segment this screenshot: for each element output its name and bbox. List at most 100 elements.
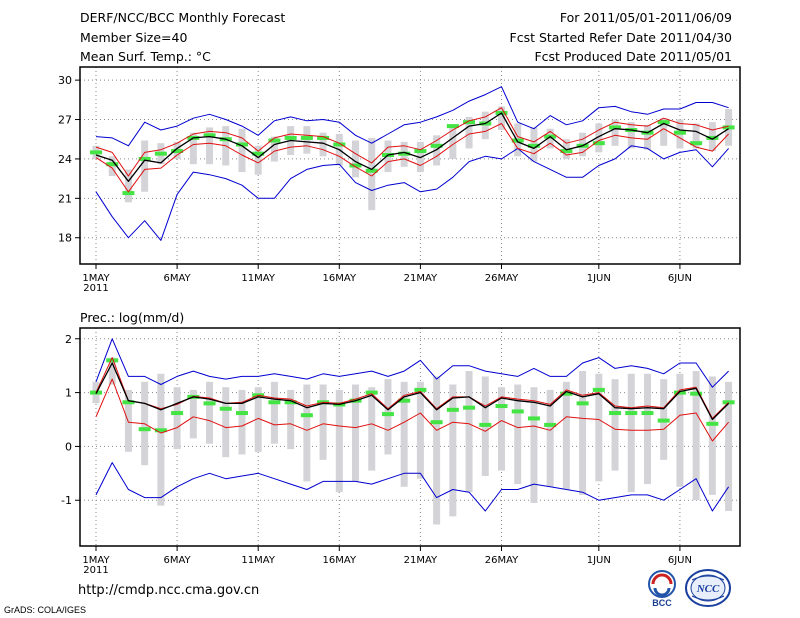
ensemble-box (725, 381, 733, 512)
spread-upper-line (95, 357, 729, 419)
median-marker (609, 125, 622, 130)
ensemble-box (157, 373, 165, 506)
ensemble-box (270, 381, 278, 444)
median-marker (138, 156, 151, 161)
variable-label: Mean Surf. Temp.: °C (80, 49, 211, 64)
x-tick-label: 6MAY (164, 273, 192, 284)
ensemble-box (400, 381, 408, 487)
ensemble-box (433, 376, 441, 525)
median-marker (268, 400, 281, 405)
y-tick-label: 0 (65, 440, 72, 453)
ensemble-box (595, 373, 603, 482)
median-marker (463, 405, 476, 410)
median-marker (592, 141, 605, 146)
x-tick-label: 1JUN (587, 273, 611, 284)
median-marker (333, 142, 346, 147)
x-tick-year-label: 2011 (83, 565, 108, 576)
median-marker (479, 422, 492, 427)
x-tick-label: 6JUN (668, 555, 692, 566)
median-marker (171, 149, 184, 154)
ensemble-box (189, 132, 197, 165)
median-marker (706, 135, 719, 140)
ensemble-mean-line (95, 112, 729, 182)
median-marker (544, 422, 557, 427)
ensemble-box (368, 387, 376, 471)
ensemble-box (498, 106, 505, 131)
ensemble-box (676, 373, 684, 487)
x-tick-label: 16MAY (323, 555, 357, 566)
ensemble-box (708, 376, 716, 495)
median-marker (203, 133, 216, 138)
ensemble-box (319, 132, 327, 157)
median-marker (154, 151, 167, 156)
x-tick-label: 1JUN (587, 555, 611, 566)
y-tick-label: 2 (65, 333, 72, 346)
ensemble-box (124, 389, 132, 452)
ensemble-box (449, 384, 457, 517)
precip-panel-title: Prec.: log(mm/d) (80, 310, 184, 325)
x-tick-label: 26MAY (485, 273, 519, 284)
spread-lower-line (95, 123, 729, 193)
max-envelope-line (95, 86, 729, 147)
median-marker (657, 120, 670, 125)
x-tick-label: 6JUN (668, 273, 692, 284)
ensemble-box (643, 373, 651, 485)
ensemble-box (238, 128, 246, 173)
bcc-logo-icon: BCC (648, 570, 676, 608)
ensemble-box (595, 123, 603, 153)
median-marker (463, 120, 476, 125)
median-marker (527, 143, 540, 148)
median-marker (365, 390, 378, 395)
ncc-logo-icon: NCC (685, 569, 731, 607)
ensemble-box (643, 124, 651, 150)
x-tick-label: 11MAY (241, 273, 275, 284)
y-tick-label: -1 (61, 494, 72, 507)
forecast-produced-date: Fcst Produced Date 2011/05/01 (534, 49, 732, 64)
median-marker (560, 391, 573, 396)
median-marker (171, 411, 184, 416)
y-tick-label: 27 (58, 114, 72, 127)
median-marker (560, 149, 573, 154)
ensemble-box (546, 389, 554, 487)
y-tick-label: 21 (58, 192, 72, 205)
ensemble-box (270, 136, 278, 162)
ensemble-box (530, 387, 538, 503)
ensemble-box (222, 387, 230, 458)
y-tick-label: 1 (65, 387, 72, 400)
ensemble-box (206, 127, 214, 165)
ensemble-box (254, 145, 262, 175)
median-marker (414, 149, 427, 154)
x-tick-label: 26MAY (485, 555, 519, 566)
ncc-logo-text: NCC (696, 583, 720, 595)
ensemble-box (124, 169, 132, 203)
median-marker (527, 416, 540, 421)
ensemble-box (108, 357, 116, 385)
median-marker (430, 143, 443, 148)
spread-lower-line (95, 378, 729, 442)
ensemble-box (465, 371, 473, 493)
ensemble-box (319, 384, 327, 460)
max-envelope-line (95, 338, 729, 388)
median-marker (300, 135, 313, 140)
median-marker (122, 191, 135, 196)
x-tick-label: 16MAY (323, 273, 357, 284)
ensemble-box (611, 119, 619, 146)
x-tick-label: 21MAY (404, 273, 438, 284)
median-marker (365, 168, 378, 173)
ensemble-box (627, 373, 635, 493)
median-marker (641, 411, 654, 416)
ensemble-box (611, 379, 619, 471)
median-marker (349, 163, 362, 168)
median-marker (381, 412, 394, 417)
ensemble-box (335, 389, 343, 493)
ensemble-box (352, 384, 360, 482)
x-tick-label: 21MAY (404, 555, 438, 566)
ensemble-box (352, 140, 360, 178)
spread-upper-line (95, 107, 729, 177)
ensemble-mean-line (95, 362, 730, 421)
source-url[interactable]: http://cmdp.ncc.cma.gov.cn (78, 583, 260, 598)
median-marker (106, 162, 119, 167)
min-envelope-line (95, 462, 730, 512)
y-tick-label: 24 (58, 153, 72, 166)
